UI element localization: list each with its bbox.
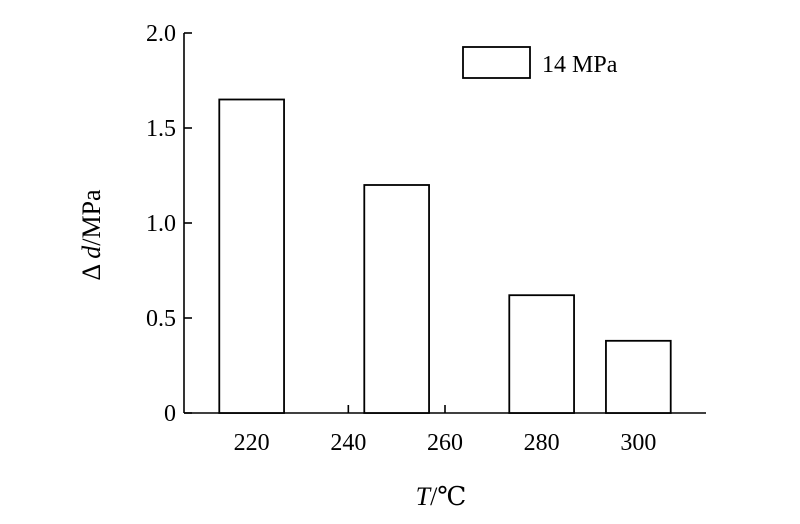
x-tick-label: 300	[620, 430, 656, 456]
x-axis-label-unit: /℃	[430, 482, 466, 511]
y-tick-label: 0	[164, 401, 176, 427]
legend: 14 MPa	[462, 46, 618, 79]
y-axis-label-delta: Δ	[77, 259, 106, 281]
bar	[363, 184, 430, 414]
y-tick-label: 1.0	[146, 211, 176, 237]
bars	[218, 98, 672, 414]
x-axis-label: T/℃	[416, 482, 467, 511]
y-axis-label-symbol: d	[77, 245, 106, 259]
x-axis-label-symbol: T	[416, 482, 432, 511]
legend-label: 14 MPa	[542, 52, 618, 78]
axes: 0 0.5 1.0 1.5 2.0 220 240 260 280 300	[146, 21, 706, 456]
x-tick-label: 280	[524, 430, 560, 456]
bar	[508, 294, 575, 414]
y-tick-label: 2.0	[146, 21, 176, 47]
y-axis-label-unit: /MPa	[77, 189, 106, 246]
y-axis-label: Δ d/MPa	[77, 189, 106, 281]
legend-swatch	[462, 46, 531, 79]
x-tick-label: 240	[330, 430, 366, 456]
bar	[605, 339, 672, 414]
x-tick-label: 220	[234, 430, 270, 456]
axis-labels: T/℃ Δ d/MPa	[77, 189, 466, 511]
x-tick-label: 260	[427, 430, 463, 456]
y-tick-label: 1.5	[146, 116, 176, 142]
bar	[218, 98, 285, 414]
y-tick-label: 0.5	[146, 306, 176, 332]
